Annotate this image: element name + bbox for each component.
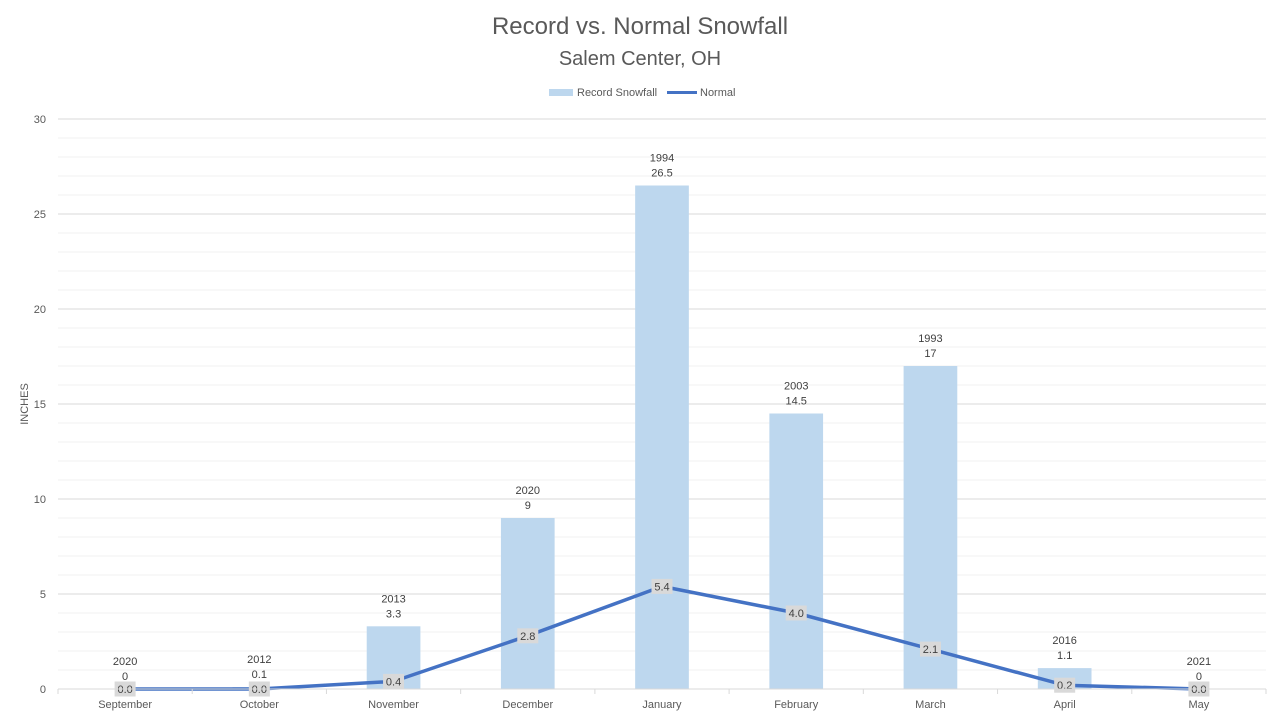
bar-value-label: 14.5: [786, 396, 807, 408]
bar-year-label: 2012: [247, 654, 271, 666]
bar-value-label: 9: [525, 500, 531, 512]
record-bar: [903, 366, 958, 689]
normal-point-label: 0.2: [1057, 680, 1072, 692]
bar-year-label: 2020: [516, 485, 540, 497]
record-bar: [635, 185, 689, 689]
bar-value-label: 17: [924, 348, 936, 360]
record-bars: [232, 185, 1092, 689]
normal-point-label-box: [919, 641, 941, 657]
normal-point-label-box: [651, 578, 673, 594]
x-tick-label: May: [1188, 699, 1209, 711]
bar-value-label: 0.1: [252, 669, 267, 681]
normal-point-label-box: [383, 673, 405, 689]
y-axis-title: INCHES: [19, 383, 31, 425]
y-tick-label: 25: [34, 209, 46, 221]
x-tick-label: February: [774, 699, 819, 711]
x-tick-label: November: [368, 699, 419, 711]
normal-point-label: 4.0: [789, 608, 804, 620]
x-tick-label: April: [1054, 699, 1076, 711]
bar-year-label: 2020: [113, 656, 137, 668]
bar-value-label: 1.1: [1057, 650, 1072, 662]
bar-value-label: 0: [122, 671, 128, 683]
normal-point-label: 2.1: [923, 644, 938, 656]
normal-point-label: 0.0: [117, 684, 132, 696]
bar-year-label: 1993: [918, 333, 942, 345]
bar-value-label: 0: [1196, 671, 1202, 683]
legend-label-record: Record Snowfall: [577, 87, 657, 99]
normal-point-label: 0.0: [1191, 684, 1206, 696]
y-tick-label: 15: [34, 399, 46, 411]
x-tick-label: March: [915, 699, 946, 711]
normal-point-label: 0.4: [386, 676, 401, 688]
y-tick-label: 0: [40, 684, 46, 696]
bar-year-label: 2021: [1187, 656, 1211, 668]
x-tick-label: December: [502, 699, 553, 711]
legend: Record Snowfall Normal: [549, 87, 735, 99]
record-bar: [500, 518, 555, 689]
record-bar: [769, 413, 824, 689]
normal-point-label-box: [517, 628, 539, 644]
normal-point-label: 5.4: [654, 581, 669, 593]
x-tick-label: September: [98, 699, 152, 711]
legend-swatch-record: [549, 89, 573, 96]
normal-point-label: 2.8: [520, 631, 535, 643]
bar-year-label: 2003: [784, 381, 808, 393]
chart-title: Record vs. Normal Snowfall: [492, 13, 788, 40]
x-tick-label: October: [240, 699, 279, 711]
bar-year-label: 2016: [1052, 635, 1076, 647]
bar-year-label: 1994: [650, 153, 674, 165]
normal-point-label-box: [785, 605, 807, 621]
chart-subtitle: Salem Center, OH: [559, 48, 721, 70]
bar-value-label: 26.5: [651, 168, 672, 180]
y-tick-label: 10: [34, 494, 46, 506]
x-tick-label: January: [642, 699, 682, 711]
y-tick-label: 20: [34, 304, 46, 316]
bar-year-label: 2013: [381, 593, 405, 605]
normal-point-label: 0.0: [252, 684, 267, 696]
axes: 0 5 10 15 20 25 30 September October November Dece…: [34, 114, 1267, 711]
data-labels: 2020 0 2012 0.1 2013 3.3 2020 9 1994 26.5 2003 14.5…: [113, 153, 1211, 697]
y-tick-label: 30: [34, 114, 46, 126]
bar-value-label: 3.3: [386, 608, 401, 620]
y-tick-label: 5: [40, 589, 46, 601]
legend-label-normal: Normal: [700, 87, 735, 99]
